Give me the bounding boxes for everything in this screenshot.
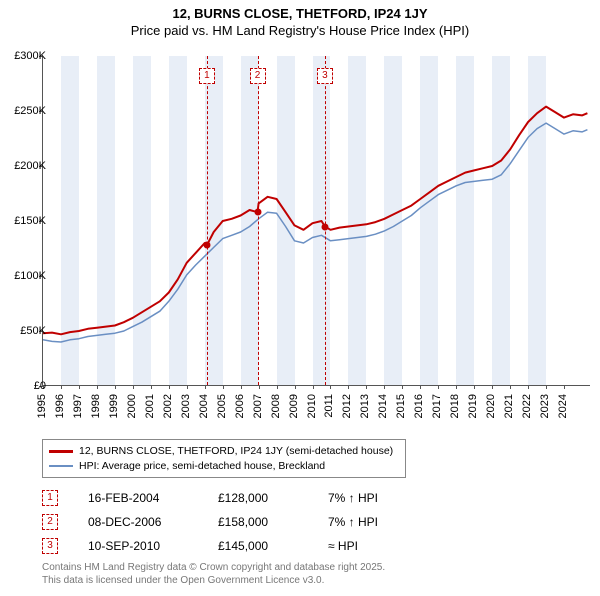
x-axis-label: 2002: [162, 394, 174, 418]
y-axis-label: £150K: [14, 215, 46, 227]
x-axis-label: 2019: [467, 394, 479, 418]
x-axis-label: 2001: [144, 394, 156, 418]
line-layer: [43, 56, 591, 386]
x-axis-label: 2017: [431, 394, 443, 418]
x-axis-label: 1997: [72, 394, 84, 418]
transaction-date: 16-FEB-2004: [88, 491, 218, 505]
transaction-date: 10-SEP-2010: [88, 539, 218, 553]
y-axis-label: £100K: [14, 270, 46, 282]
event-line: [207, 56, 208, 385]
series-line-property: [43, 107, 587, 335]
chart-container: 12, BURNS CLOSE, THETFORD, IP24 1JY Pric…: [0, 6, 600, 596]
transaction-price: £128,000: [218, 491, 328, 505]
x-axis-label: 1998: [90, 394, 102, 418]
legend-row-hpi: HPI: Average price, semi-detached house,…: [49, 459, 399, 474]
transaction-price: £158,000: [218, 515, 328, 529]
y-axis-label: £250K: [14, 105, 46, 117]
x-axis-label: 2015: [395, 394, 407, 418]
event-dot: [254, 209, 261, 216]
x-axis-label: 2007: [252, 394, 264, 418]
y-axis-label: £200K: [14, 160, 46, 172]
transaction-diff: 7% ↑ HPI: [328, 491, 378, 505]
x-axis-label: 2000: [126, 394, 138, 418]
x-axis-label: 2004: [198, 394, 210, 418]
x-axis-label: 2010: [306, 394, 318, 418]
x-axis-label: 2023: [539, 394, 551, 418]
x-axis-label: 2011: [323, 394, 335, 418]
y-axis-label: £50K: [20, 325, 46, 337]
event-marker: 1: [199, 68, 215, 84]
transaction-date: 08-DEC-2006: [88, 515, 218, 529]
x-axis-label: 2003: [180, 394, 192, 418]
x-axis-label: 2009: [288, 394, 300, 418]
event-line: [258, 56, 259, 385]
footnote: Contains HM Land Registry data © Crown c…: [42, 562, 385, 587]
footnote-line2: This data is licensed under the Open Gov…: [42, 575, 385, 588]
x-axis-label: 2008: [270, 394, 282, 418]
legend-swatch-hpi: [49, 465, 73, 467]
transaction-diff: ≈ HPI: [328, 539, 358, 553]
x-axis-label: 1995: [36, 394, 48, 418]
x-axis-label: 2012: [341, 394, 353, 418]
x-axis-label: 2014: [377, 394, 389, 418]
legend-row-property: 12, BURNS CLOSE, THETFORD, IP24 1JY (sem…: [49, 444, 399, 459]
y-axis-label: £300K: [14, 50, 46, 62]
transaction-row: 1 16-FEB-2004£128,0007% ↑ HPI: [42, 486, 378, 510]
y-axis-label: £0: [34, 380, 46, 392]
transaction-price: £145,000: [218, 539, 328, 553]
chart-box: 1 2 3: [42, 56, 590, 386]
x-axis-label: 2016: [413, 394, 425, 418]
transaction-number: 1: [42, 490, 58, 506]
event-marker: 2: [250, 68, 266, 84]
plot-area: 1 2 3: [42, 56, 590, 386]
transaction-number: 2: [42, 514, 58, 530]
chart-subtitle: Price paid vs. HM Land Registry's House …: [0, 23, 600, 40]
x-axis-label: 2013: [359, 394, 371, 418]
event-line: [325, 56, 326, 385]
event-marker: 3: [317, 68, 333, 84]
transaction-number: 3: [42, 538, 58, 554]
legend: 12, BURNS CLOSE, THETFORD, IP24 1JY (sem…: [42, 439, 406, 478]
x-axis-label: 2005: [216, 394, 228, 418]
x-axis-label: 2006: [234, 394, 246, 418]
x-axis-label: 2020: [485, 394, 497, 418]
footnote-line1: Contains HM Land Registry data © Crown c…: [42, 562, 385, 575]
legend-swatch-property: [49, 450, 73, 453]
x-axis-label: 2018: [449, 394, 461, 418]
transaction-diff: 7% ↑ HPI: [328, 515, 378, 529]
x-axis-label: 2022: [521, 394, 533, 418]
x-axis-label: 2024: [557, 394, 569, 418]
legend-label-hpi: HPI: Average price, semi-detached house,…: [79, 459, 325, 474]
event-dot: [203, 242, 210, 249]
transaction-row: 3 10-SEP-2010£145,000≈ HPI: [42, 534, 378, 558]
event-dot: [321, 223, 328, 230]
transaction-table: 1 16-FEB-2004£128,0007% ↑ HPI 2 08-DEC-2006…: [42, 486, 378, 558]
x-axis-label: 2021: [503, 394, 515, 418]
x-axis-label: 1999: [108, 394, 120, 418]
legend-label-property: 12, BURNS CLOSE, THETFORD, IP24 1JY (sem…: [79, 444, 393, 459]
transaction-row: 2 08-DEC-2006£158,0007% ↑ HPI: [42, 510, 378, 534]
x-axis-label: 1996: [54, 394, 66, 418]
chart-title: 12, BURNS CLOSE, THETFORD, IP24 1JY: [0, 6, 600, 23]
